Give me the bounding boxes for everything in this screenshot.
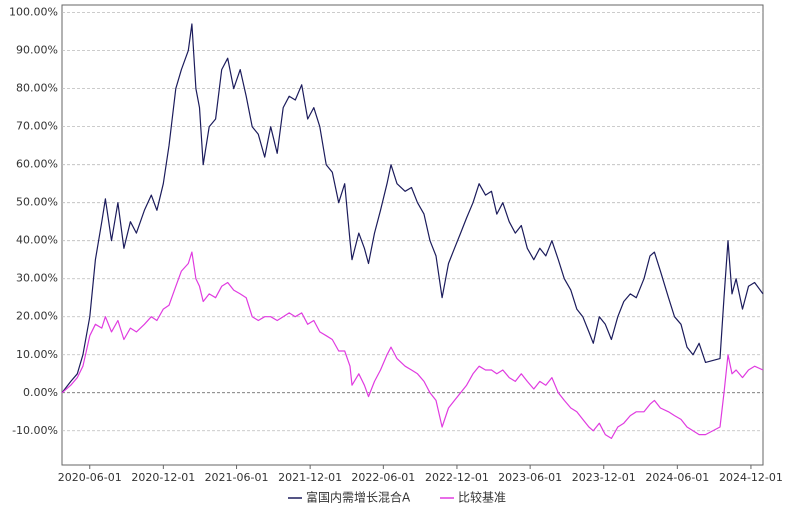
x-tick-label: 2023-06-01 <box>498 471 562 484</box>
y-tick-label: 0.00% <box>23 386 58 399</box>
y-tick-label: 90.00% <box>16 44 58 57</box>
x-tick-label: 2020-06-01 <box>58 471 122 484</box>
y-tick-label: 10.00% <box>16 348 58 361</box>
legend-label: 富国内需增长混合A <box>306 490 411 505</box>
x-tick-label: 2024-12-01 <box>719 471 783 484</box>
y-tick-label: 80.00% <box>16 82 58 95</box>
y-tick-label: 30.00% <box>16 272 58 285</box>
y-tick-label: 50.00% <box>16 196 58 209</box>
x-tick-label: 2023-12-01 <box>572 471 636 484</box>
x-tick-label: 2021-12-01 <box>278 471 342 484</box>
series-line <box>61 251 764 439</box>
x-tick-label: 2022-12-01 <box>425 471 489 484</box>
x-tick-label: 2022-06-01 <box>351 471 415 484</box>
y-tick-label: 20.00% <box>16 310 58 323</box>
legend-label: 比较基准 <box>458 490 506 505</box>
x-tick-label: 2020-12-01 <box>131 471 195 484</box>
y-tick-label: 40.00% <box>16 234 58 247</box>
x-tick-label: 2024-06-01 <box>645 471 709 484</box>
y-tick-label: -10.00% <box>12 424 58 437</box>
plot-area <box>61 4 764 466</box>
y-tick-label: 60.00% <box>16 158 58 171</box>
y-tick-label: 100.00% <box>9 6 58 19</box>
x-tick-label: 2021-06-01 <box>205 471 269 484</box>
series-line <box>61 23 764 394</box>
y-tick-label: 70.00% <box>16 120 58 133</box>
